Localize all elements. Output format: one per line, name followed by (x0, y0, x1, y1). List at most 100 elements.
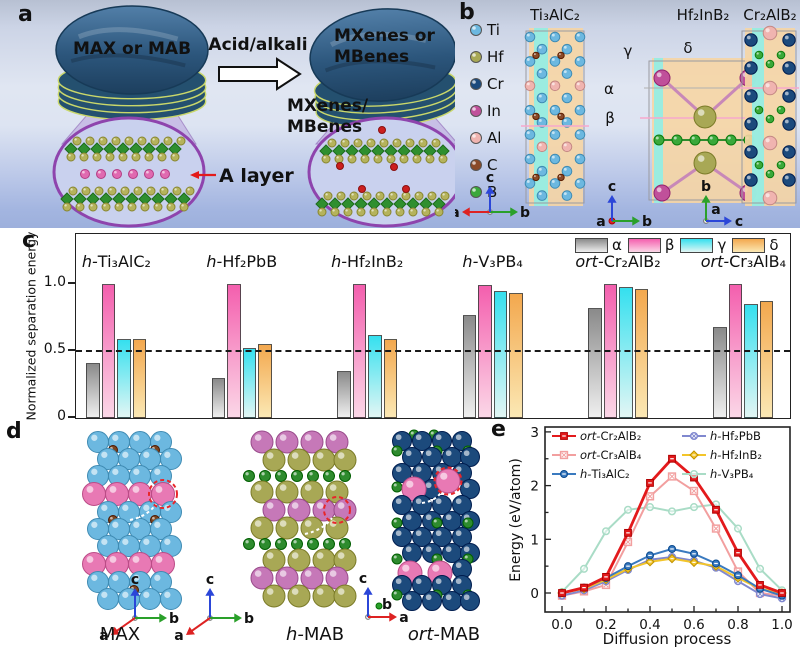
bar-γ-Cr₃AlB₄ (744, 304, 758, 418)
line-chart-x-axis-label: Diffusion process (603, 630, 732, 648)
bar-group-label: h-Ti₃AlC₂ (46, 252, 186, 271)
svg-text:a: a (596, 214, 605, 228)
axis-triad: cba (359, 571, 409, 626)
mx-layer-band (315, 191, 450, 217)
right-disk-label-line1: MXenes or (334, 26, 435, 46)
bar-chart-y-tick-label: 1.0 (43, 274, 66, 290)
svg-text:b: b (642, 214, 652, 228)
bar-legend-item-γ: γ (680, 236, 726, 254)
structure-title-cr2alb2: Cr₂AlB₂ (743, 6, 796, 24)
legend-item-h-Ti₃AlC₂: h-Ti₃AlC₂ (552, 467, 630, 481)
group-label-prefix: h- (206, 252, 223, 271)
layered-disk (309, 8, 455, 128)
bar-legend-label: δ (769, 236, 779, 254)
bar-chart-legend: α β γ δ (575, 236, 779, 254)
svg-text:c: c (359, 571, 367, 587)
svg-text:ort-Cr₃AlB₄: ort-Cr₃AlB₄ (580, 448, 642, 462)
element-legend: Ti Hf Cr In Al C B (470, 21, 504, 201)
panel-label-e: e (491, 417, 506, 442)
plane-label-alpha: α (604, 80, 614, 98)
bar-δ-Hf₂InB₂ (383, 338, 398, 418)
structure-title-ti3alc2: Ti₃AlC₂ (529, 6, 580, 24)
svg-text:b: b (382, 597, 392, 613)
svg-text:b: b (701, 179, 711, 195)
legend-item-ort-Cr₃AlB₄: ort-Cr₃AlB₄ (552, 448, 642, 462)
axis-triad: a b c (455, 170, 530, 221)
bar-legend-item-δ: δ (732, 236, 779, 254)
svg-text:ort-Cr₂AlB₂: ort-Cr₂AlB₂ (580, 429, 641, 443)
axis-triad: cba (174, 572, 254, 644)
svg-text:c: c (131, 572, 139, 588)
legend-label-al: Al (487, 129, 501, 147)
group-label-formula: V₃PB₄ (478, 252, 523, 271)
svg-text:a: a (174, 628, 183, 644)
svg-text:0.8: 0.8 (727, 617, 748, 633)
line-chart-plot: 0.0 0.2 0.4 0.6 0.8 1.0 0 1 2 3 ort-Cr₂AlB₂ ort-Cr₃… (530, 425, 792, 633)
group-label-formula: Hf₂PbB (222, 252, 278, 271)
legend-label-hf: Hf (487, 48, 504, 66)
legend-item-ort-Cr₂AlB₂: ort-Cr₂AlB₂ (552, 429, 641, 443)
svg-text:b: b (520, 205, 530, 221)
bar-α-V₃PB₄ (462, 314, 477, 418)
max-label-name: MAX (99, 624, 141, 645)
group-label-prefix: ort- (700, 252, 730, 271)
svg-text:a: a (99, 628, 108, 644)
bar-legend-label: α (612, 236, 622, 254)
bar-legend-swatch (627, 237, 661, 253)
bar-chart-plot: h-Ti₃AlC₂ h-Hf₂PbB h-Hf₂InB₂ h-V₃PB₄ ort-Cr₂… (75, 233, 791, 419)
group-label-formula: Ti₃AlC₂ (97, 252, 151, 271)
bar-α-Hf₂InB₂ (337, 371, 351, 418)
bar-α-Hf₂PbB (211, 377, 226, 418)
svg-text:h-Ti₃AlC₂: h-Ti₃AlC₂ (580, 467, 630, 481)
ort-mab-structure-image (391, 429, 480, 611)
axis-triad: cba (99, 572, 179, 644)
bar-legend-item-β: β (627, 236, 675, 254)
bar-δ-Cr₃AlB₄ (759, 301, 774, 418)
bar-γ-Hf₂InB₂ (368, 334, 382, 418)
series-ort-Cr₂AlB₂ (558, 454, 786, 597)
bar-group-label: h-Hf₂InB₂ (297, 252, 437, 271)
svg-text:c: c (608, 179, 616, 195)
svg-text:1.0: 1.0 (771, 617, 792, 633)
svg-text:a: a (399, 610, 408, 626)
bar-legend-label: β (664, 236, 675, 254)
group-label-formula: Cr₂AlB₂ (603, 252, 661, 271)
legend-item-h-Hf₂InB₂: h-Hf₂InB₂ (682, 448, 762, 462)
svg-text:h-Hf₂InB₂: h-Hf₂InB₂ (710, 448, 762, 462)
group-label-formula: Hf₂InB₂ (346, 252, 404, 271)
panel-a-illustration: MAX or MAB Acid/alkali MXenes/ MBenes MX… (52, 5, 455, 228)
group-label-prefix: ort- (575, 252, 604, 271)
svg-text:0: 0 (530, 586, 539, 602)
product-label-line2: MBenes (287, 117, 362, 137)
h-mab-label-name: MAB (303, 624, 345, 645)
acid-alkali-label: Acid/alkali (208, 35, 307, 55)
plane-label-beta: β (605, 109, 615, 127)
legend-item-h-Hf₂PbB: h-Hf₂PbB (682, 429, 761, 443)
structure-label-max: MAX (70, 624, 170, 645)
legend-label-c: C (487, 156, 497, 174)
plane-label-delta: δ (683, 39, 692, 57)
cr-atom-highlight (472, 80, 476, 84)
panel-label-c: c (22, 228, 36, 253)
bar-group-label: h-V₃PB₄ (423, 252, 563, 271)
bar-α-Cr₃AlB₄ (713, 326, 727, 418)
bar-chart-y-tick (68, 416, 75, 418)
svg-text:c: c (735, 214, 743, 228)
plane-label-gamma: γ (624, 42, 633, 60)
a-layer-annotation: A layer (190, 165, 294, 187)
hf-atom-icon (470, 51, 482, 63)
bar-group-label: h-Hf₂PbB (172, 252, 312, 271)
svg-text:0.4: 0.4 (639, 617, 660, 633)
bar-legend-swatch (732, 237, 766, 253)
svg-text:c: c (206, 572, 214, 588)
panel-label-a: a (18, 2, 33, 27)
svg-text:h-Hf₂PbB: h-Hf₂PbB (710, 429, 761, 443)
bar-γ-Hf₂PbB (242, 348, 257, 418)
mx-layer-band (64, 136, 186, 162)
panel-b-axis-triads: abcabcbca (455, 170, 743, 228)
axis-triad: a b c (596, 179, 652, 228)
svg-text:0.6: 0.6 (683, 617, 704, 633)
ti-atom-icon (470, 24, 482, 36)
